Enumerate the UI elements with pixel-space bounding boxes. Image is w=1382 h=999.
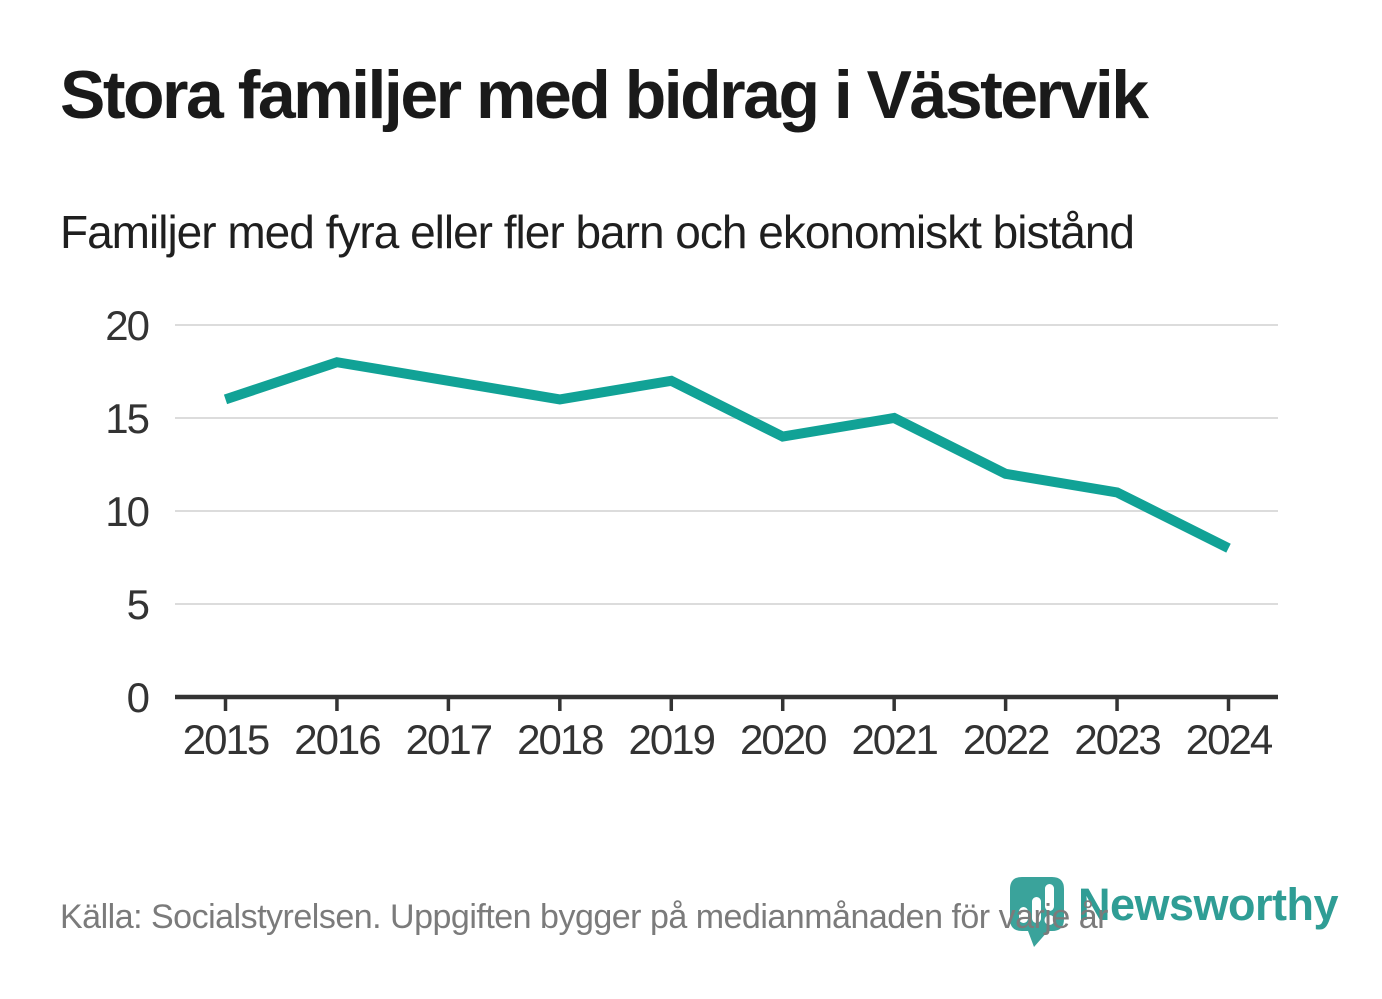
- newsworthy-logo: Newsworthy: [1010, 877, 1339, 947]
- x-axis-tick-label: 2017: [406, 716, 492, 763]
- source-note: Källa: Socialstyrelsen. Uppgiften bygger…: [60, 898, 1108, 936]
- y-axis-tick-label: 0: [127, 674, 149, 721]
- y-axis-tick-label: 10: [105, 488, 148, 535]
- data-series-line: [223, 357, 1231, 553]
- x-axis-tick-label: 2020: [740, 716, 826, 763]
- newsworthy-badge-icon: [1010, 877, 1064, 947]
- chart-title: Stora familjer med bidrag i Västervik: [60, 57, 1149, 133]
- x-axis-tick-label: 2022: [963, 716, 1049, 763]
- line-chart: 2015 2016 2017 2018 2019 2020 2021 2022 2023 2024…: [105, 302, 1278, 763]
- x-axis-tick-label: 2021: [851, 716, 937, 763]
- y-axis-tick-label: 5: [127, 581, 149, 628]
- chart-subtitle: Familjer med fyra eller fler barn och ek…: [60, 206, 1135, 258]
- badge-dot: [1044, 915, 1055, 925]
- x-axis-tick-label: 2019: [629, 716, 715, 763]
- x-axis-tick-label: 2018: [517, 716, 603, 763]
- x-axis-tick-label: 2016: [294, 716, 380, 763]
- x-axis-tick-label: 2015: [183, 716, 269, 763]
- y-axis-tick-label: 15: [105, 395, 148, 442]
- x-axis-tick-label: 2023: [1074, 716, 1160, 763]
- x-axis-tick-label: 2024: [1186, 716, 1273, 763]
- newsworthy-wordmark: Newsworthy: [1078, 879, 1339, 930]
- badge-bar-tall: [1045, 884, 1054, 911]
- y-axis-tick-label: 20: [105, 302, 148, 349]
- badge-bar-medium: [1032, 897, 1041, 923]
- badge-bar-short: [1019, 907, 1028, 923]
